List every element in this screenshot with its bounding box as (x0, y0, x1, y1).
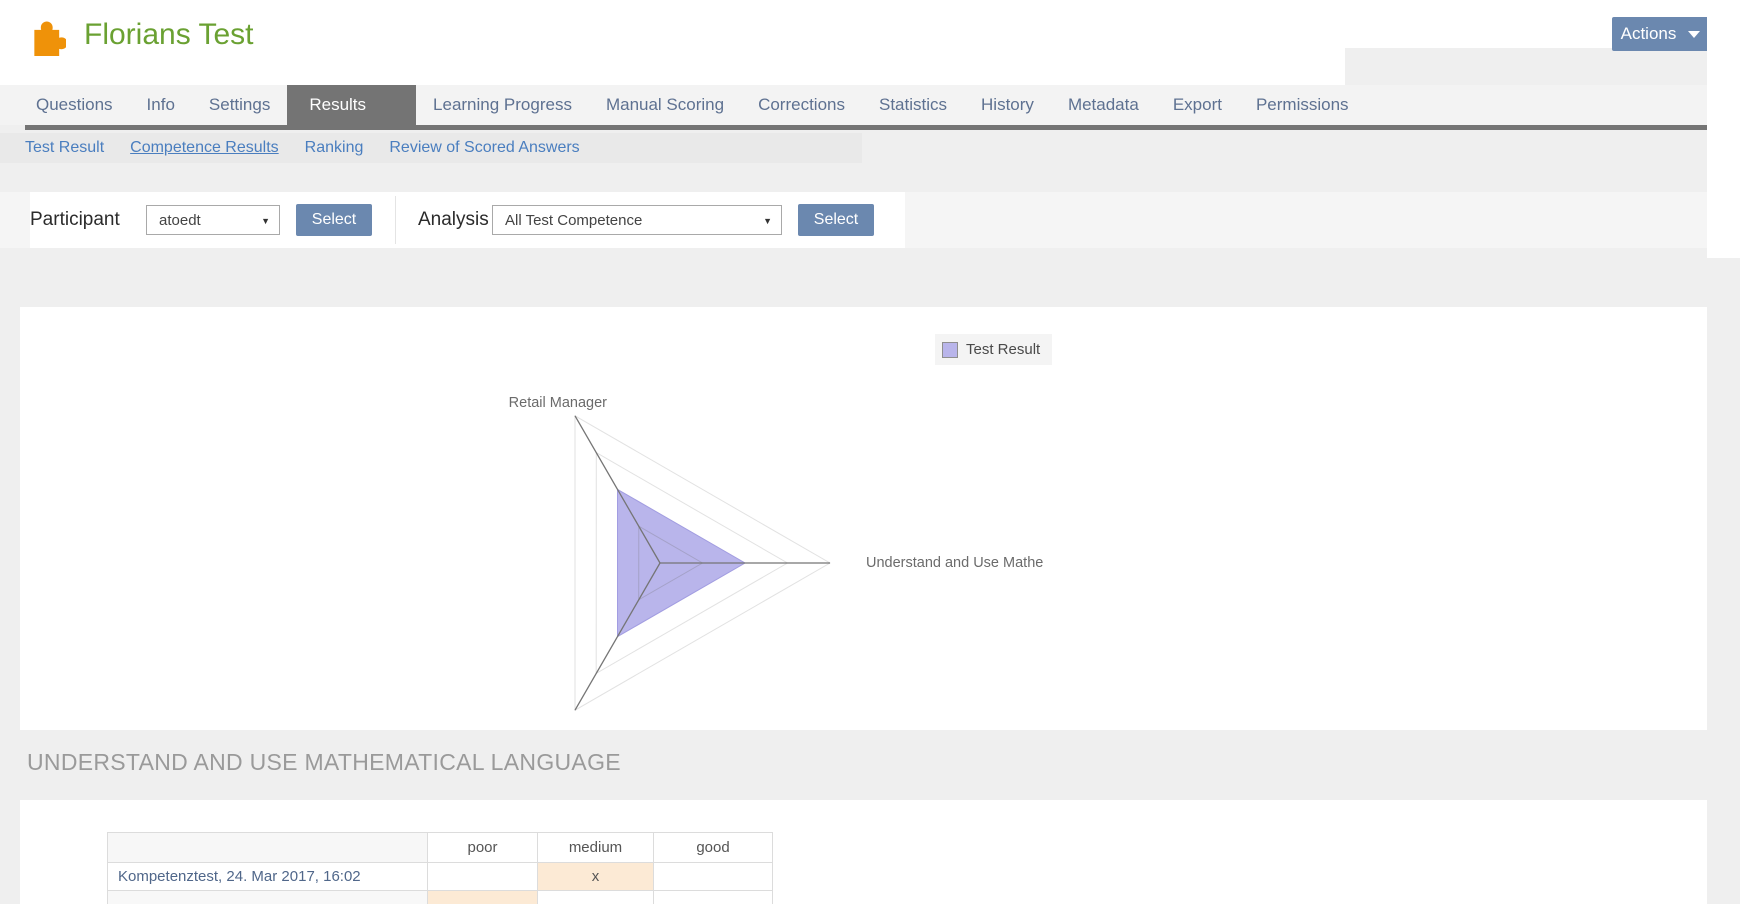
section-heading-band: UNDERSTAND AND USE MATHEMATICAL LANGUAGE (0, 730, 1740, 800)
radar-spoke (574, 562, 661, 711)
tab-settings[interactable]: Settings (208, 95, 271, 114)
caret-down-icon (1688, 30, 1701, 38)
subtab-ranking[interactable]: Ranking (304, 139, 364, 156)
select-caret-icon: ▼ (763, 216, 772, 226)
tab-export[interactable]: Export (1172, 95, 1222, 114)
header: Florians Test Actions (0, 0, 1740, 85)
radar-axis-label: Understand and Use Mathe (866, 555, 1044, 571)
analysis-select-button[interactable]: Select (798, 204, 874, 236)
actions-button-label: Actions (1620, 24, 1677, 43)
header-background (1345, 48, 1707, 85)
tab-statistics[interactable]: Statistics (879, 95, 948, 114)
participant-select[interactable]: atoedt ▼ (146, 205, 280, 235)
radar-gridline (574, 414, 832, 712)
legend-swatch (942, 341, 958, 358)
table-header-good: good (653, 832, 773, 863)
participant-select-value: atoedt (159, 211, 201, 229)
table-header-poor: poor (427, 832, 538, 863)
tab-permissions[interactable]: Permissions (1255, 95, 1349, 114)
tab-underline (25, 125, 1707, 130)
toolbar-divider (395, 196, 396, 244)
level-cell-poor (427, 862, 538, 891)
subtab-review-of-scored-answers[interactable]: Review of Scored Answers (389, 139, 580, 156)
competence-results-table: poor medium good Kompetenztest, 24. Mar 201… (107, 832, 773, 904)
subtab-test-result[interactable]: Test Result (25, 139, 105, 156)
participant-select-button[interactable]: Select (296, 204, 372, 236)
actions-button[interactable]: Actions (1612, 17, 1709, 51)
chart-legend: Test Result (935, 334, 1053, 365)
tab-info[interactable]: Info (146, 95, 175, 114)
page-title: Florians Test (84, 18, 254, 51)
test-run-link[interactable]: Kompetenztest, 24. Mar 2017, 16:02 (107, 862, 428, 891)
tab-bar: Questions Info Settings Results Learning Pro… (0, 85, 1707, 125)
radar-gridline (595, 451, 789, 675)
table-row (107, 890, 773, 904)
tab-history[interactable]: History (981, 95, 1034, 114)
participant-label: Participant (30, 209, 120, 230)
tab-metadata[interactable]: Metadata (1067, 95, 1139, 114)
right-gutter-bottom (1707, 258, 1740, 904)
filter-toolbar: Participant atoedt ▼ Select Analysis All… (30, 192, 905, 248)
select-caret-icon: ▼ (261, 216, 270, 226)
tab-questions[interactable]: Questions (36, 95, 113, 114)
right-gutter-top (1707, 0, 1740, 258)
analysis-label: Analysis (418, 209, 489, 230)
subtab-bar: Test Result Competence Results Ranking Revi… (0, 133, 862, 163)
radar-inner-gridline (638, 525, 704, 601)
level-cell-good (653, 890, 773, 904)
tab-manual-scoring[interactable]: Manual Scoring (605, 95, 725, 114)
level-cell-medium (537, 890, 654, 904)
level-cell-poor (427, 890, 538, 904)
tab-learning-progress[interactable]: Learning Progress (433, 95, 572, 114)
radar-spoke (574, 415, 661, 564)
test-puzzle-icon (34, 21, 66, 56)
table-row: Kompetenztest, 24. Mar 2017, 16:02 x (107, 862, 773, 891)
analysis-select-value: All Test Competence (505, 211, 643, 229)
tab-results[interactable]: Results (287, 85, 417, 125)
section-title: UNDERSTAND AND USE MATHEMATICAL LANGUAGE (27, 749, 621, 775)
level-cell-medium: x (537, 862, 654, 891)
level-cell-good (653, 862, 773, 891)
tab-corrections[interactable]: Corrections (758, 95, 845, 114)
results-table-panel: poor medium good Kompetenztest, 24. Mar 201… (20, 800, 1707, 904)
table-header-empty (107, 832, 428, 863)
radar-chart (574, 414, 832, 712)
competence-chart-panel: Test Result Retail Manager Understand an… (20, 307, 1707, 730)
test-run-link (107, 890, 428, 904)
table-header-medium: medium (537, 832, 654, 863)
subtab-competence-results[interactable]: Competence Results (130, 139, 279, 156)
radar-axis-label: Retail Manager (508, 395, 607, 411)
legend-label: Test Result (966, 341, 1041, 358)
analysis-select[interactable]: All Test Competence ▼ (492, 205, 782, 235)
